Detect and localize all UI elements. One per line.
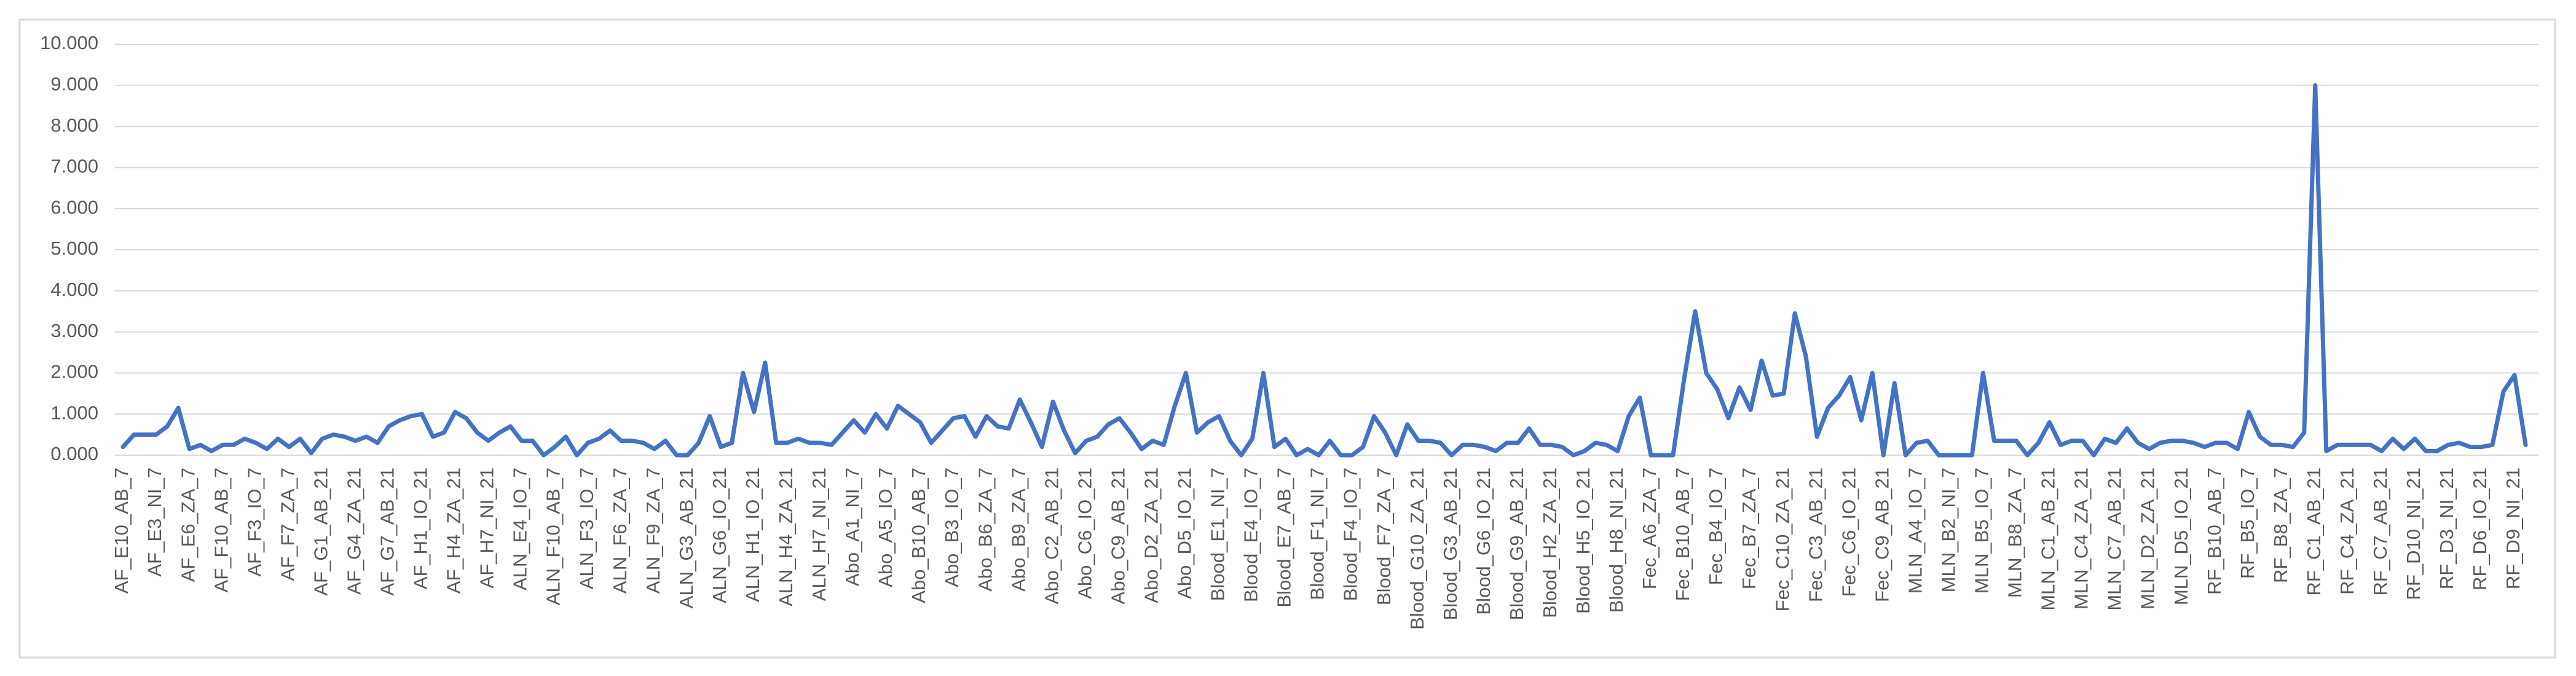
x-tick-label: Blood_G10_ZA_21 — [1406, 467, 1428, 630]
y-tick-label: 6.000 — [50, 196, 98, 218]
y-tick-label: 0.000 — [50, 443, 98, 464]
x-tick-label: RF_C4_ZA_21 — [2336, 467, 2358, 595]
x-tick-label: AF_E10_AB_7 — [111, 467, 132, 594]
x-tick-label: Blood_G9_AB_21 — [1506, 467, 1527, 620]
y-tick-label: 1.000 — [50, 402, 98, 423]
x-tick-label: Fec_C3_AB_21 — [1805, 467, 1826, 602]
x-tick-label: Blood_E1_NI_7 — [1207, 467, 1229, 601]
x-tick-label: Fec_B10_AB_7 — [1672, 467, 1693, 601]
x-tick-label: ALN_F6_ZA_7 — [609, 467, 631, 594]
x-tick-label: AF_G7_AB_21 — [377, 467, 398, 596]
x-tick-label: AF_F10_AB_7 — [210, 467, 232, 592]
y-tick-label: 2.000 — [50, 361, 98, 383]
x-tick-label: MLN_C7_AB_21 — [2104, 467, 2125, 611]
x-tick-label: MLN_B8_ZA_7 — [2004, 467, 2026, 598]
y-tick-label: 8.000 — [50, 114, 98, 136]
x-tick-label: Blood_H2_ZA_21 — [1539, 467, 1561, 618]
y-tick-label: 5.000 — [50, 237, 98, 259]
x-tick-label: ALN_E4_IO_7 — [510, 467, 531, 591]
x-tick-label: Fec_C10_ZA_21 — [1771, 467, 1793, 611]
x-tick-label: Abo_A1_NI_7 — [841, 467, 863, 586]
x-tick-label: Fec_B4_IO_7 — [1705, 467, 1727, 585]
x-tick-label: RF_D3_NI_21 — [2436, 467, 2457, 589]
y-tick-label: 9.000 — [50, 73, 98, 95]
x-tick-label: Abo_C2_AB_21 — [1041, 467, 1062, 604]
x-tick-label: ALN_F3_IO_7 — [576, 467, 597, 589]
x-tick-label: MLN_A4_IO_7 — [1904, 467, 1926, 594]
x-tick-label: Abo_D5_IO_21 — [1174, 467, 1195, 599]
x-tick-label: Abo_B9_ZA_7 — [1007, 467, 1029, 592]
x-tick-label: Blood_H5_IO_21 — [1572, 467, 1594, 614]
x-tick-label: Fec_A6_ZA_7 — [1639, 467, 1660, 589]
x-tick-label: Blood_H8_NI_21 — [1605, 467, 1627, 613]
x-tick-label: ALN_H7_NI_21 — [808, 467, 830, 601]
x-tick-label: MLN_C4_ZA_21 — [2071, 467, 2092, 610]
x-tick-label: RF_B8_ZA_7 — [2270, 467, 2291, 583]
y-tick-label: 3.000 — [50, 320, 98, 341]
x-tick-label: Blood_E7_AB_7 — [1274, 467, 1295, 608]
x-tick-label: RF_B5_IO_7 — [2237, 467, 2258, 579]
x-tick-label: Blood_F7_ZA_7 — [1373, 467, 1395, 605]
x-tick-label: Abo_C9_AB_21 — [1107, 467, 1128, 604]
x-tick-label: AF_G4_ZA_21 — [343, 467, 364, 595]
x-tick-label: Abo_D2_ZA_21 — [1140, 467, 1162, 603]
x-tick-label: ALN_G6_IO_21 — [709, 467, 730, 603]
x-tick-label: Blood_G3_AB_21 — [1440, 467, 1461, 620]
x-tick-label: ALN_G3_AB_21 — [676, 467, 697, 608]
x-tick-label: Blood_E4_IO_7 — [1240, 467, 1262, 602]
x-tick-label: AF_E3_NI_7 — [144, 467, 165, 577]
x-tick-label: Fec_B7_ZA_7 — [1738, 467, 1760, 589]
x-tick-label: Abo_B3_IO_7 — [941, 467, 963, 587]
y-tick-label: 4.000 — [50, 279, 98, 300]
x-tick-label: Blood_F1_NI_7 — [1307, 467, 1328, 600]
x-tick-label: AF_F3_IO_7 — [243, 467, 265, 576]
data-line — [120, 83, 2528, 458]
x-tick-label: MLN_C1_AB_21 — [2038, 467, 2059, 611]
y-tick-label: 10.000 — [40, 32, 98, 54]
x-tick-label: Abo_B6_ZA_7 — [974, 467, 996, 592]
x-tick-label: MLN_D5_IO_21 — [2170, 467, 2192, 605]
x-tick-label: ALN_F10_AB_7 — [543, 467, 564, 605]
x-tick-label: Blood_G6_IO_21 — [1473, 467, 1494, 615]
x-tick-label: Blood_F4_IO_7 — [1340, 467, 1361, 601]
x-tick-label: Abo_A5_IO_7 — [875, 467, 896, 587]
x-tick-label: ALN_H4_ZA_21 — [775, 467, 797, 606]
x-tick-label: RF_D9_NI_21 — [2502, 467, 2524, 589]
x-tick-label: RF_D6_IO_21 — [2469, 467, 2491, 591]
x-tick-label: MLN_B5_IO_7 — [1971, 467, 1993, 594]
x-tick-label: AF_G1_AB_21 — [310, 467, 331, 596]
x-tick-label: ALN_H1_IO_21 — [742, 467, 763, 602]
x-tick-label: RF_D10_NI_21 — [2403, 467, 2424, 600]
x-tick-label: AF_E6_ZA_7 — [177, 467, 199, 582]
x-tick-label: MLN_D2_ZA_21 — [2137, 467, 2159, 610]
x-tick-label: AF_H4_ZA_21 — [443, 467, 465, 594]
x-tick-label: AF_H7_NI_21 — [476, 467, 498, 588]
x-tick-label: Abo_C6_IO_21 — [1074, 467, 1095, 599]
x-tick-label: RF_C7_AB_21 — [2369, 467, 2391, 596]
y-tick-label: 7.000 — [50, 156, 98, 177]
x-tick-label: Fec_C9_AB_21 — [1871, 467, 1893, 602]
x-tick-label: Fec_C6_IO_21 — [1838, 467, 1859, 597]
x-tick-label: MLN_B2_NI_7 — [1937, 467, 1959, 592]
x-tick-label: RF_C1_AB_21 — [2303, 467, 2325, 596]
x-tick-label: RF_B10_AB_7 — [2204, 467, 2225, 595]
x-tick-label: ALN_F9_ZA_7 — [642, 467, 664, 594]
x-tick-label: AF_H1_IO_21 — [410, 467, 431, 589]
x-tick-label: AF_F7_ZA_7 — [277, 467, 298, 581]
x-tick-label: Abo_B10_AB_7 — [908, 467, 929, 603]
